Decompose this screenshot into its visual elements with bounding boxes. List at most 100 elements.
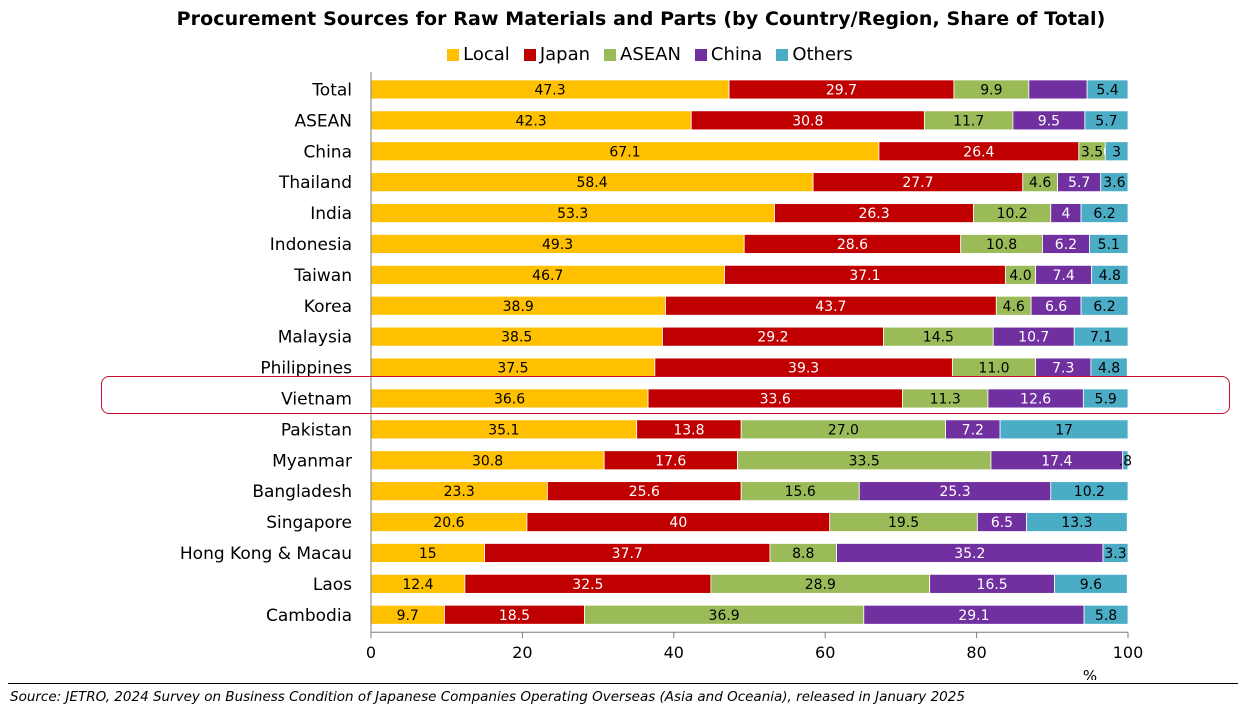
data-label-bangladesh-others: 10.2: [1074, 484, 1105, 500]
category-label-singapore: Singapore: [266, 513, 352, 533]
data-label-korea-local: 38.9: [503, 299, 534, 315]
legend-swatch-china: [694, 48, 707, 61]
data-label-cambodia-asean: 36.9: [709, 608, 740, 624]
data-label-korea-asean: 4.6: [1003, 299, 1025, 315]
data-label-total-others: 5.4: [1096, 82, 1118, 98]
data-label-singapore-japan: 40: [669, 515, 687, 531]
data-label-malaysia-local: 38.5: [501, 330, 532, 346]
data-label-hong-kong-macau-local: 15: [419, 546, 437, 562]
data-label-vietnam-others: 5.9: [1095, 391, 1117, 407]
data-label-korea-others: 6.2: [1093, 299, 1115, 315]
x-unit-label: %: [1083, 667, 1097, 680]
data-label-singapore-local: 20.6: [433, 515, 464, 531]
bar-bangladesh-others: [1050, 481, 1129, 502]
data-label-china-local: 67.1: [609, 144, 640, 160]
data-label-asean-local: 42.3: [516, 113, 547, 129]
data-label-laos-local: 12.4: [402, 577, 433, 593]
data-label-asean-china: 9.5: [1038, 113, 1060, 129]
data-label-laos-japan: 32.5: [572, 577, 603, 593]
bar-singapore-others: [1026, 512, 1128, 532]
data-label-indonesia-japan: 28.6: [837, 237, 868, 253]
category-label-philippines: Philippines: [260, 359, 352, 379]
data-label-myanmar-china: 17.4: [1041, 453, 1072, 469]
data-label-india-local: 53.3: [557, 206, 588, 222]
data-label-india-asean: 10.2: [997, 206, 1028, 222]
legend-swatch-japan: [523, 48, 536, 61]
data-label-thailand-local: 58.4: [576, 175, 607, 191]
data-label-china-asean: 3.5: [1081, 144, 1103, 160]
bar-laos-others: [1054, 573, 1128, 594]
category-label-taiwan: Taiwan: [293, 266, 352, 286]
category-label-laos: Laos: [313, 575, 352, 595]
bar-myanmar-others: [1122, 450, 1129, 471]
bar-pakistan-others: [999, 419, 1129, 440]
data-label-hong-kong-macau-others: 3.3: [1104, 546, 1126, 562]
data-label-pakistan-local: 35.1: [488, 422, 519, 438]
chart-title: Procurement Sources for Raw Materials an…: [176, 8, 1106, 30]
bar-hong-kong-macau-others: [1102, 543, 1129, 563]
data-label-singapore-china: 6.5: [991, 515, 1013, 531]
data-label-korea-china: 6.6: [1045, 299, 1067, 315]
bar-vietnam-others: [1082, 388, 1129, 409]
data-label-philippines-asean: 11.0: [978, 361, 1009, 377]
bar-total-others: [1086, 79, 1129, 100]
data-label-india-china: 4: [1061, 206, 1070, 222]
x-tick-label-0: 0: [366, 643, 376, 662]
data-label-asean-others: 5.7: [1095, 113, 1117, 129]
data-label-total-asean: 9.9: [980, 82, 1002, 98]
data-label-asean-japan: 30.8: [792, 113, 823, 129]
category-label-korea: Korea: [304, 297, 352, 317]
data-label-laos-others: 9.6: [1080, 577, 1102, 593]
data-label-pakistan-japan: 13.8: [673, 422, 704, 438]
data-label-taiwan-asean: 4.0: [1009, 268, 1031, 284]
data-label-indonesia-china: 6.2: [1055, 237, 1077, 253]
data-label-bangladesh-asean: 15.6: [785, 484, 816, 500]
data-label-indonesia-others: 5.1: [1098, 237, 1120, 253]
data-label-vietnam-japan: 33.6: [760, 391, 791, 407]
data-label-pakistan-asean: 27.0: [828, 422, 859, 438]
category-label-cambodia: Cambodia: [266, 606, 352, 626]
data-label-cambodia-local: 9.7: [397, 608, 419, 624]
legend-label-asean: ASEAN: [620, 44, 681, 65]
data-label-china-others: 3: [1112, 144, 1121, 160]
x-tick-label-20: 20: [512, 643, 532, 662]
category-label-thailand: Thailand: [278, 173, 352, 193]
data-label-malaysia-japan: 29.2: [757, 330, 788, 346]
x-tick-label-100: 100: [1113, 643, 1144, 662]
data-label-taiwan-others: 4.8: [1099, 268, 1121, 284]
category-label-vietnam: Vietnam: [281, 389, 352, 409]
data-label-india-others: 6.2: [1093, 206, 1115, 222]
category-label-bangladesh: Bangladesh: [252, 482, 352, 502]
bar-india-others: [1080, 203, 1129, 223]
data-label-cambodia-japan: 18.5: [499, 608, 530, 624]
data-label-singapore-asean: 19.5: [888, 515, 919, 531]
data-label-philippines-local: 37.5: [497, 361, 528, 377]
data-label-vietnam-asean: 11.3: [930, 391, 961, 407]
category-label-india: India: [310, 204, 352, 224]
bar-china-others: [1104, 141, 1129, 162]
data-label-vietnam-china: 12.6: [1020, 391, 1051, 407]
legend-swatch-asean: [604, 48, 617, 61]
category-label-hong-kong-macau: Hong Kong & Macau: [180, 544, 352, 564]
data-label-total-local: 47.3: [534, 82, 565, 98]
data-label-vietnam-local: 36.6: [494, 391, 525, 407]
data-label-korea-japan: 43.7: [815, 299, 846, 315]
legend-label-japan: Japan: [539, 44, 591, 65]
data-label-pakistan-others: 17: [1055, 422, 1073, 438]
data-label-thailand-asean: 4.6: [1029, 175, 1051, 191]
legend-item-others: Others: [776, 44, 853, 65]
category-label-indonesia: Indonesia: [270, 235, 352, 255]
data-label-hong-kong-macau-japan: 37.7: [612, 546, 643, 562]
data-label-thailand-china: 5.7: [1068, 175, 1090, 191]
data-label-taiwan-local: 46.7: [532, 268, 563, 284]
data-label-laos-china: 16.5: [977, 577, 1008, 593]
bar-indonesia-others: [1088, 234, 1129, 254]
x-tick-label-60: 60: [815, 643, 835, 662]
category-label-china: China: [303, 142, 352, 162]
data-label-asean-asean: 11.7: [953, 113, 984, 129]
chart-legend: Local Japan ASEAN China Others: [0, 44, 1238, 65]
bar-asean-others: [1084, 110, 1129, 131]
legend-swatch-others: [776, 48, 789, 61]
bar-taiwan-others: [1091, 264, 1129, 285]
